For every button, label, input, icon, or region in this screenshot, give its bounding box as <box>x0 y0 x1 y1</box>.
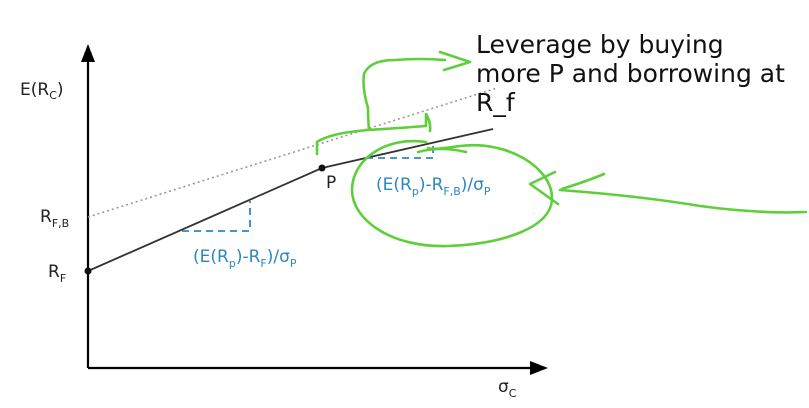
y-axis-arrowhead <box>81 44 95 62</box>
portfolio-point-p <box>318 164 326 172</box>
point-p-label: P <box>326 173 336 193</box>
lending-slope-formula: (E(Rp)-RF)/σP <box>193 247 297 270</box>
leverage-annotation-text: Leverage by buying more P and borrowing … <box>476 30 785 117</box>
rfb-label: RF,B <box>40 207 69 230</box>
green-brace <box>315 57 447 156</box>
handwritten-annotations <box>315 50 808 248</box>
borrowing-rate-dotted-line <box>87 87 498 218</box>
rf-label: RF <box>48 262 66 285</box>
y-axis-label: E(RC) <box>20 80 64 102</box>
green-trailing-line <box>558 172 808 214</box>
rf-point <box>84 267 92 275</box>
green-ellipse <box>350 139 554 248</box>
green-arrow-left <box>528 170 560 206</box>
borrowing-slope-formula: (E(Rp)-RF,B)/σP <box>376 175 491 198</box>
lending-slope-marker <box>182 201 251 232</box>
x-axis-arrowhead <box>530 361 548 375</box>
green-arrow-to-text <box>438 50 472 72</box>
x-axis-label: σC <box>498 377 517 400</box>
